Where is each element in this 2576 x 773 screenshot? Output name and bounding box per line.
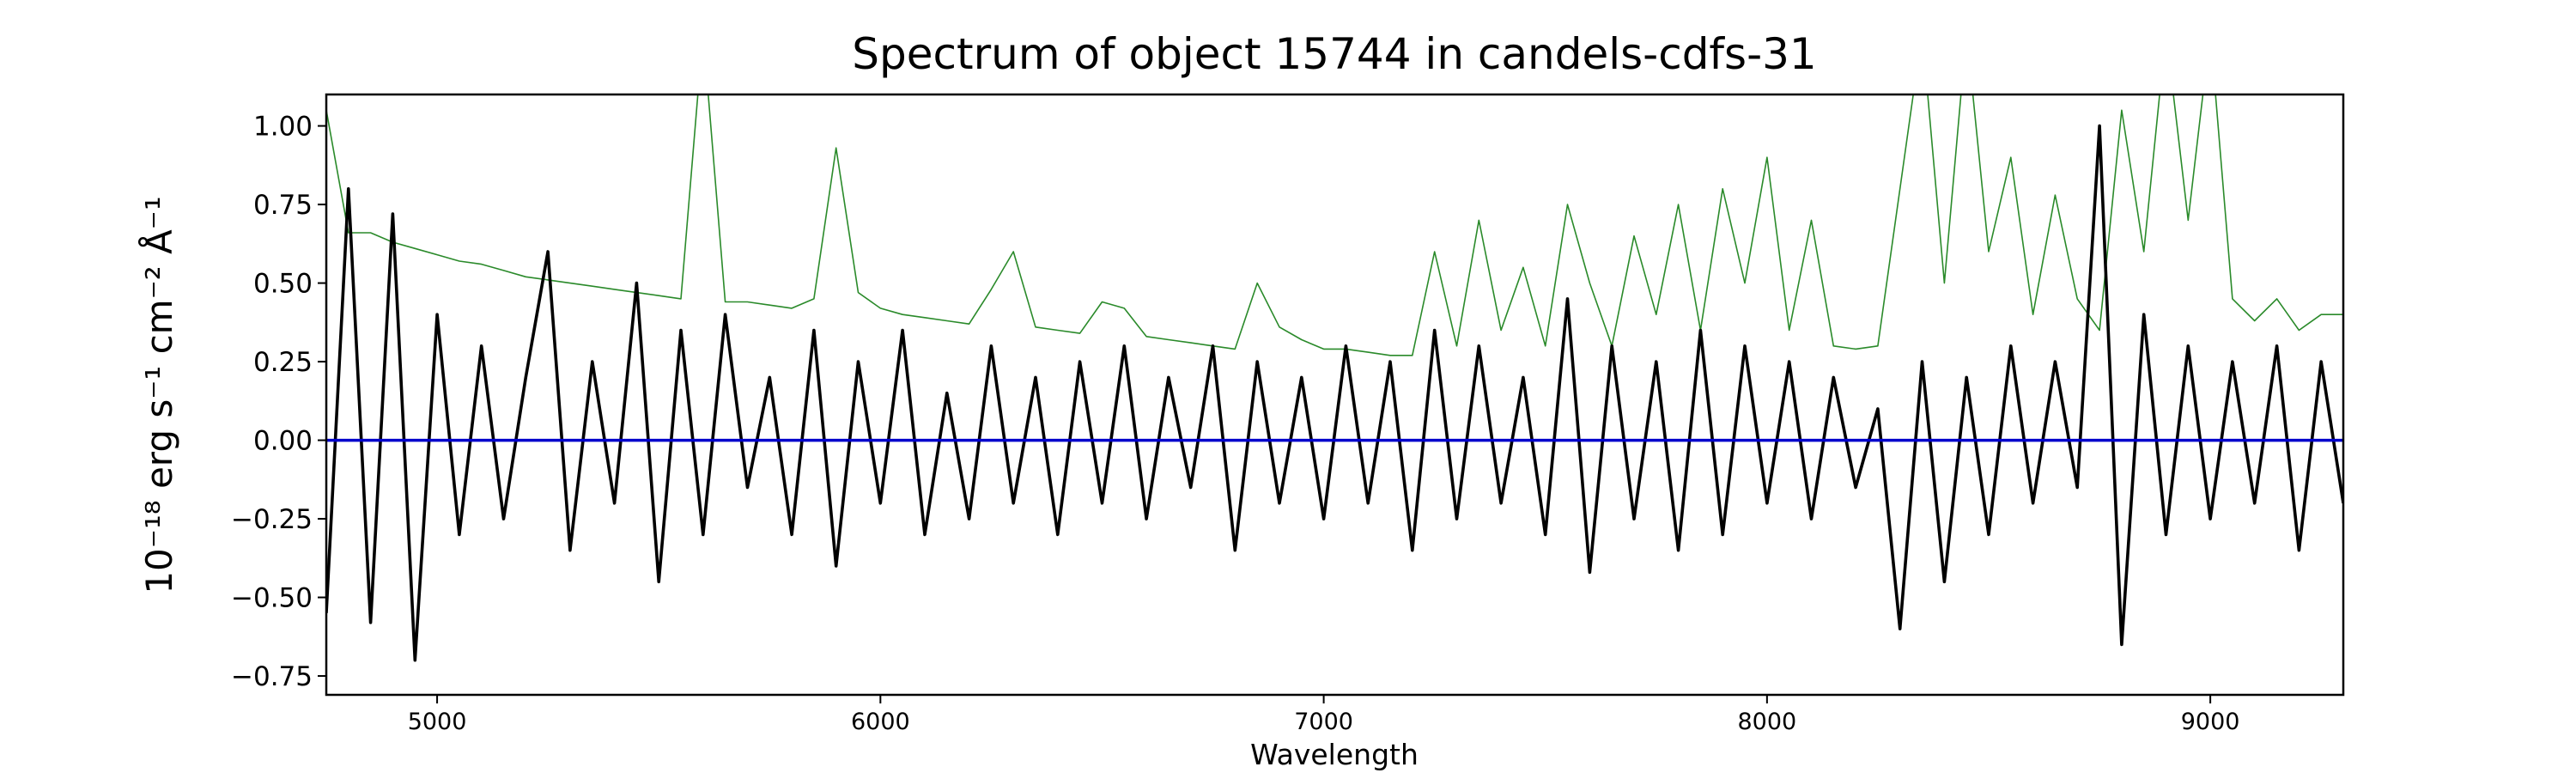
plot-frame xyxy=(325,93,2345,697)
y-tick-label: −0.25 xyxy=(231,504,313,535)
y-tick-label: −0.75 xyxy=(231,661,313,692)
x-tick-label: 5000 xyxy=(408,709,467,735)
x-axis-label: Wavelength xyxy=(1250,738,1419,771)
y-tick-label: 0.75 xyxy=(253,190,313,221)
y-tick-label: 0.25 xyxy=(253,347,313,378)
y-tick-label: 0.00 xyxy=(253,426,313,457)
y-tick-label: 0.50 xyxy=(253,269,313,300)
x-tick-label: 6000 xyxy=(851,709,910,735)
x-tick-label: 8000 xyxy=(1737,709,1796,735)
spectrum-line xyxy=(326,94,2343,356)
x-tick-label: 7000 xyxy=(1294,709,1353,735)
y-tick-label: −0.50 xyxy=(231,583,313,614)
x-tick-label: 9000 xyxy=(2181,709,2240,735)
y-axis-label: 10⁻¹⁸ erg s⁻¹ cm⁻² Å⁻¹ xyxy=(137,196,180,593)
spectrum-line xyxy=(326,124,2343,662)
chart-title: Spectrum of object 15744 in candels-cdfs… xyxy=(852,29,1817,79)
plot-area xyxy=(326,94,2343,662)
y-tick-label: 1.00 xyxy=(253,112,313,143)
